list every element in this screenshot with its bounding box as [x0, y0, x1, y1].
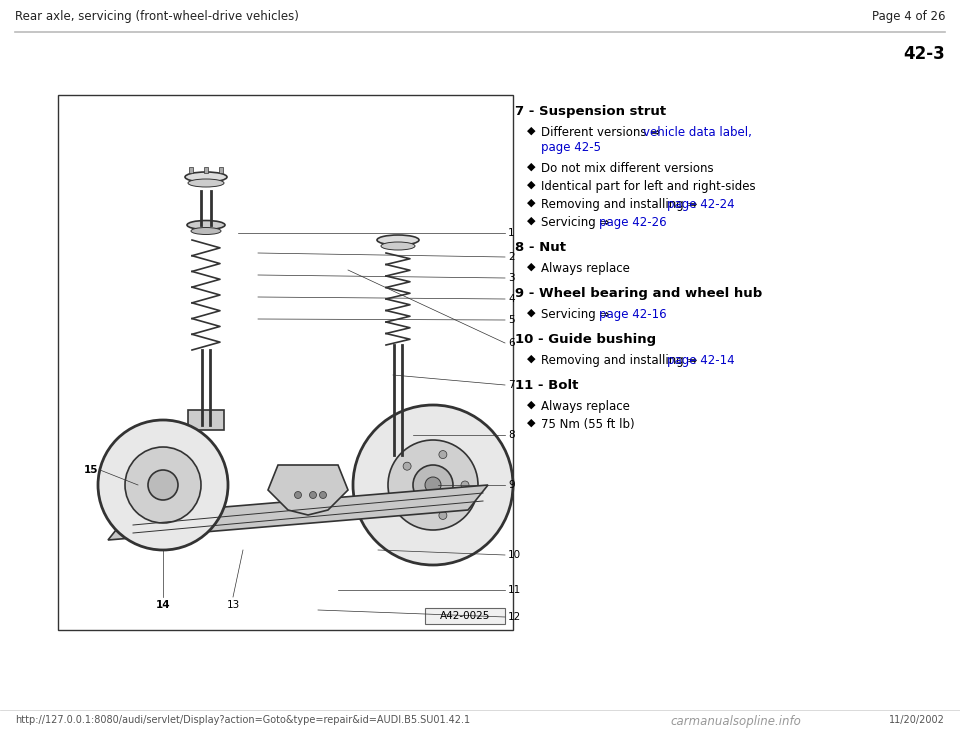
Circle shape [320, 491, 326, 499]
Bar [58, 95, 513, 630]
Text: 9: 9 [508, 480, 515, 490]
Text: 14: 14 [156, 600, 170, 610]
Text: 6: 6 [508, 338, 515, 348]
Circle shape [403, 462, 411, 470]
Text: carmanualsopline.info: carmanualsopline.info [670, 715, 801, 728]
Text: http://127.0.0.1:8080/audi/servlet/Display?action=Goto&type=repair&id=AUDI.B5.SU: http://127.0.0.1:8080/audi/servlet/Displ… [15, 715, 470, 725]
Text: page 42-5: page 42-5 [541, 141, 601, 154]
Bar [219, 167, 223, 173]
Text: Servicing ⇒: Servicing ⇒ [541, 308, 613, 321]
Circle shape [309, 491, 317, 499]
Text: 10 - Guide bushing: 10 - Guide bushing [515, 333, 656, 346]
Text: vehicle data label,: vehicle data label, [643, 126, 752, 139]
Text: Do not mix different versions: Do not mix different versions [541, 162, 713, 175]
Text: 7 - Suspension strut: 7 - Suspension strut [515, 105, 666, 118]
Text: 10: 10 [508, 550, 521, 560]
Circle shape [376, 461, 384, 469]
Text: 7: 7 [508, 380, 515, 390]
Text: ◆: ◆ [527, 418, 536, 428]
Circle shape [425, 477, 441, 493]
Text: 11 - Bolt: 11 - Bolt [515, 379, 578, 392]
Circle shape [439, 450, 447, 459]
Circle shape [403, 500, 411, 508]
Text: 13: 13 [227, 600, 240, 610]
Polygon shape [268, 465, 348, 515]
Text: 12: 12 [508, 612, 521, 622]
Circle shape [148, 470, 178, 500]
Text: Different versions ⇒: Different versions ⇒ [541, 126, 664, 139]
Text: ◆: ◆ [527, 308, 536, 318]
Circle shape [439, 511, 447, 519]
Circle shape [98, 420, 228, 550]
Bar [204, 167, 208, 173]
Bar [189, 167, 193, 173]
Text: ◆: ◆ [527, 198, 536, 208]
Text: ◆: ◆ [527, 126, 536, 136]
Text: ◆: ◆ [527, 162, 536, 172]
Bar [425, 608, 505, 624]
Text: Always replace: Always replace [541, 262, 630, 275]
Text: 3: 3 [508, 273, 515, 283]
Text: page 42-16: page 42-16 [599, 308, 667, 321]
Circle shape [413, 465, 453, 505]
Text: ◆: ◆ [527, 354, 536, 364]
Text: 42-3: 42-3 [903, 45, 945, 63]
Text: 1: 1 [508, 228, 515, 238]
Text: page 42-26: page 42-26 [599, 216, 667, 229]
Circle shape [295, 491, 301, 499]
Text: 2: 2 [508, 252, 515, 262]
Text: 8: 8 [508, 430, 515, 440]
Text: Page 4 of 26: Page 4 of 26 [872, 10, 945, 23]
Text: ◆: ◆ [527, 262, 536, 272]
Text: Removing and installing ⇒: Removing and installing ⇒ [541, 354, 701, 367]
Circle shape [388, 440, 478, 530]
Text: 5: 5 [508, 315, 515, 325]
Text: A42-0025: A42-0025 [440, 611, 491, 621]
Polygon shape [108, 485, 488, 540]
Ellipse shape [187, 220, 225, 229]
Text: 11: 11 [508, 585, 521, 595]
Text: 15: 15 [84, 465, 98, 475]
Text: Identical part for left and right-sides: Identical part for left and right-sides [541, 180, 756, 193]
Text: 4: 4 [508, 294, 515, 304]
Ellipse shape [188, 179, 224, 187]
Circle shape [125, 447, 201, 523]
Text: 75 Nm (55 ft lb): 75 Nm (55 ft lb) [541, 418, 635, 431]
Ellipse shape [381, 242, 415, 250]
Ellipse shape [191, 228, 221, 234]
Text: ◆: ◆ [527, 216, 536, 226]
Text: Servicing ⇒: Servicing ⇒ [541, 216, 613, 229]
Bar [188, 410, 224, 430]
Ellipse shape [377, 235, 419, 245]
Text: ◆: ◆ [527, 180, 536, 190]
Text: page 42-14: page 42-14 [667, 354, 734, 367]
Text: 9 - Wheel bearing and wheel hub: 9 - Wheel bearing and wheel hub [515, 287, 762, 300]
Text: ◆: ◆ [527, 400, 536, 410]
Ellipse shape [185, 172, 227, 182]
Text: Always replace: Always replace [541, 400, 630, 413]
Text: Rear axle, servicing (front-wheel-drive vehicles): Rear axle, servicing (front-wheel-drive … [15, 10, 299, 23]
Text: 11/20/2002: 11/20/2002 [889, 715, 945, 725]
Text: 8 - Nut: 8 - Nut [515, 241, 566, 254]
Text: page 42-24: page 42-24 [667, 198, 734, 211]
Text: Removing and installing ⇒: Removing and installing ⇒ [541, 198, 701, 211]
Circle shape [461, 481, 469, 489]
Circle shape [353, 405, 513, 565]
